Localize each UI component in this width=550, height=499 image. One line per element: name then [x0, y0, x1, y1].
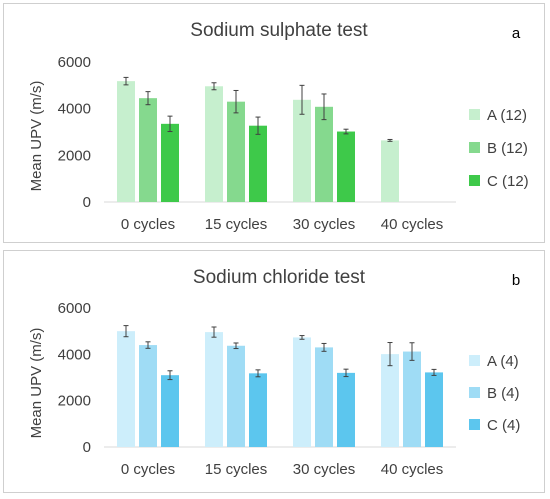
y-axis-label: Mean UPV (m/s)	[28, 81, 45, 192]
bar	[227, 101, 245, 202]
legend-label: B (12)	[487, 140, 528, 157]
x-category-label: 0 cycles	[121, 461, 175, 478]
bar	[117, 331, 135, 447]
bar	[227, 345, 245, 447]
bar	[161, 375, 179, 447]
chart-svg-sulphate: Sodium sulphate test a Mean UPV (m/s) 0 2…	[28, 20, 529, 233]
chart-title: Sodium sulphate test	[190, 20, 368, 41]
x-category-label: 15 cycles	[205, 461, 268, 478]
bar	[205, 332, 223, 447]
bar	[337, 372, 355, 447]
legend-label: A (4)	[487, 353, 519, 370]
legend-label: C (4)	[487, 417, 520, 434]
bar	[381, 140, 399, 202]
y-tick-label: 2000	[58, 147, 91, 164]
bar	[249, 373, 267, 447]
y-tick-label: 6000	[58, 300, 91, 317]
y-tick-label: 0	[83, 439, 91, 456]
bar	[139, 98, 157, 202]
chart-panel-chloride: Sodium chloride test b Mean UPV (m/s) 0 2…	[3, 250, 545, 493]
bar	[381, 354, 399, 447]
x-category-label: 40 cycles	[381, 216, 444, 233]
panel-letter: b	[512, 272, 520, 289]
x-category-label: 40 cycles	[381, 461, 444, 478]
x-category-label: 30 cycles	[293, 461, 356, 478]
y-tick-label: 0	[83, 194, 91, 211]
bar	[293, 337, 311, 447]
legend-swatch	[469, 355, 480, 366]
legend-swatch	[469, 419, 480, 430]
chart-panel-sulphate: Sodium sulphate test a Mean UPV (m/s) 0 2…	[3, 3, 545, 243]
chart-title: Sodium chloride test	[193, 267, 366, 288]
legend-label: C (12)	[487, 173, 529, 190]
legend-label: B (4)	[487, 385, 520, 402]
y-tick-label: 6000	[58, 54, 91, 71]
bar	[315, 347, 333, 447]
bar	[425, 372, 443, 447]
bar	[403, 351, 421, 447]
legend-swatch	[469, 109, 480, 120]
legend-label: A (12)	[487, 107, 527, 124]
bar	[161, 123, 179, 202]
y-tick-label: 4000	[58, 101, 91, 118]
y-tick-label: 4000	[58, 346, 91, 363]
bar	[205, 86, 223, 202]
bar	[293, 99, 311, 202]
legend-swatch	[469, 142, 480, 153]
panel-letter: a	[512, 25, 521, 42]
chart-svg-chloride: Sodium chloride test b Mean UPV (m/s) 0 2…	[28, 267, 520, 478]
x-category-label: 0 cycles	[121, 216, 175, 233]
y-axis-label: Mean UPV (m/s)	[28, 328, 45, 439]
bar	[315, 106, 333, 202]
bar	[117, 81, 135, 202]
bar	[139, 345, 157, 447]
x-category-label: 30 cycles	[293, 216, 356, 233]
y-tick-label: 2000	[58, 393, 91, 410]
x-category-label: 15 cycles	[205, 216, 268, 233]
legend-swatch	[469, 175, 480, 186]
bar	[249, 125, 267, 202]
bar	[337, 131, 355, 202]
legend-swatch	[469, 387, 480, 398]
